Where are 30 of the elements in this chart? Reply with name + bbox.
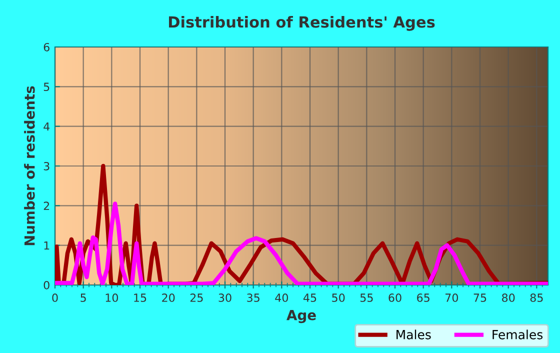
x-tick-label: 65 [417,294,430,302]
x-tick-label: 75 [474,294,486,302]
x-tick-label: 60 [388,294,402,302]
x-axis-title: Age [286,310,316,324]
x-tick-label: 70 [446,294,458,302]
y-tick-label: 0 [44,280,50,290]
x-tick-label: 10 [106,294,118,302]
x-tick-label: 40 [275,294,288,302]
x-tick-label: 30 [218,294,232,302]
x-tick-label: 15 [134,294,146,302]
x-tick-label: 20 [162,294,175,302]
x-tick-label: 55 [360,294,373,302]
y-tick-label: 3 [44,162,50,170]
y-tick-label: 2 [44,202,50,210]
x-tick-label: 50 [332,294,345,302]
y-tick-label: 1 [44,241,50,250]
x-tick-label: 35 [247,294,260,302]
x-tick-label: 0 [52,294,58,302]
x-tick-label: 5 [80,294,86,302]
y-axis-title: Number of residents [24,86,35,246]
x-tick-label: 80 [502,294,515,302]
y-tick-label: 5 [44,82,50,92]
y-tick-label: 4 [44,122,50,131]
x-tick-label: 85 [530,294,543,302]
y-tick-label: 6 [44,42,50,52]
legend-label: Females [492,330,543,340]
x-tick-label: 25 [190,294,203,302]
chart-title: Distribution of Residents' Ages [168,16,435,31]
legend-label: Males [396,330,431,340]
x-tick-label: 45 [303,294,316,302]
